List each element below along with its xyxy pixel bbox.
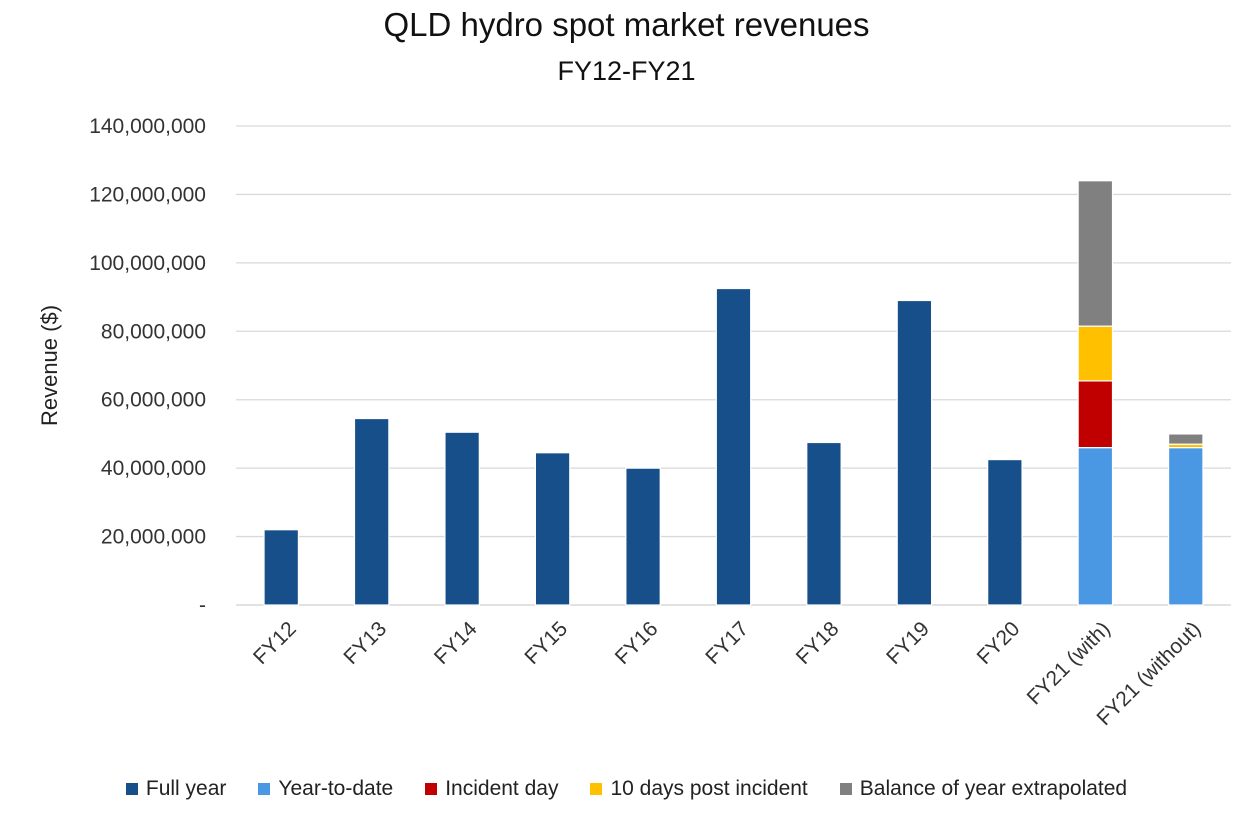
legend-swatch-balance-of-year: [839, 783, 852, 795]
x-tick-label: FY21 (with): [1023, 617, 1115, 709]
x-tick-label: FY19: [882, 617, 934, 669]
bar-fy21-with-10-days-post-incident: [1077, 325, 1114, 382]
legend-label-balance-of-year: Balance of year extrapolated: [859, 777, 1128, 800]
x-tick-label: FY18: [792, 617, 844, 669]
chart-title: QLD hydro spot market revenues: [383, 6, 870, 43]
chart-legend: Full year Year-to-date Incident day 10 d…: [0, 777, 1253, 801]
x-tick-label: FY17: [701, 617, 753, 669]
legend-item-balance-of-year: Balance of year extrapolated: [839, 777, 1128, 801]
legend-swatch-incident-day: [425, 783, 438, 795]
y-tick-label: 120,000,000: [89, 183, 206, 206]
legend-item-incident-day: Incident day: [425, 777, 558, 801]
bar-fy21-without-balance-of-year-extrapolated: [1167, 433, 1204, 445]
bar-fy21-with-incident-day: [1077, 380, 1114, 449]
legend-label-year-to-date: Year-to-date: [278, 777, 394, 800]
x-tick-label: FY16: [611, 617, 663, 669]
chart-subtitle: FY12-FY21: [557, 56, 696, 86]
y-tick-label: 20,000,000: [101, 526, 206, 549]
y-tick-label: 60,000,000: [101, 389, 206, 412]
bar-fy13-full-year: [353, 417, 390, 606]
bar-fy17-full-year: [715, 287, 752, 606]
bar-fy12-full-year: [263, 529, 300, 606]
bar-fy16-full-year: [625, 467, 661, 606]
bar-fy15-full-year: [534, 452, 571, 606]
y-tick-label: 100,000,000: [89, 252, 206, 275]
bar-fy21-without-year-to-date: [1167, 447, 1204, 606]
legend-item-10-days-post-incident: 10 days post incident: [590, 777, 808, 801]
bar-fy19-full-year: [896, 299, 933, 606]
legend-label-incident-day: Incident day: [445, 777, 559, 800]
legend-swatch-10-days-post-incident: [590, 783, 603, 795]
x-tick-label: FY15: [520, 617, 572, 669]
legend-swatch-full-year: [125, 783, 138, 795]
y-axis-label: Revenue ($): [37, 305, 62, 426]
y-tick-label: -: [199, 594, 206, 617]
bar-fy21-with-year-to-date: [1077, 447, 1114, 606]
bar-fy14-full-year: [444, 431, 480, 606]
legend-item-full-year: Full year: [125, 777, 227, 801]
bar-fy18-full-year: [806, 441, 842, 606]
y-tick-label: 140,000,000: [89, 115, 206, 138]
x-tick-label: FY12: [249, 617, 301, 669]
x-tick-label: FY20: [973, 617, 1025, 669]
x-tick-label: FY14: [430, 617, 482, 669]
legend-swatch-year-to-date: [258, 783, 271, 795]
legend-label-full-year: Full year: [145, 777, 227, 800]
bar-fy20-full-year: [987, 458, 1023, 606]
y-tick-label: 40,000,000: [101, 457, 206, 480]
y-tick-label: 80,000,000: [101, 320, 206, 343]
bar-fy21-with-balance-of-year-extrapolated: [1077, 180, 1114, 327]
legend-item-year-to-date: Year-to-date: [258, 777, 393, 801]
x-tick-label: FY13: [339, 617, 391, 669]
legend-label-10-days-post-incident: 10 days post incident: [610, 777, 808, 800]
